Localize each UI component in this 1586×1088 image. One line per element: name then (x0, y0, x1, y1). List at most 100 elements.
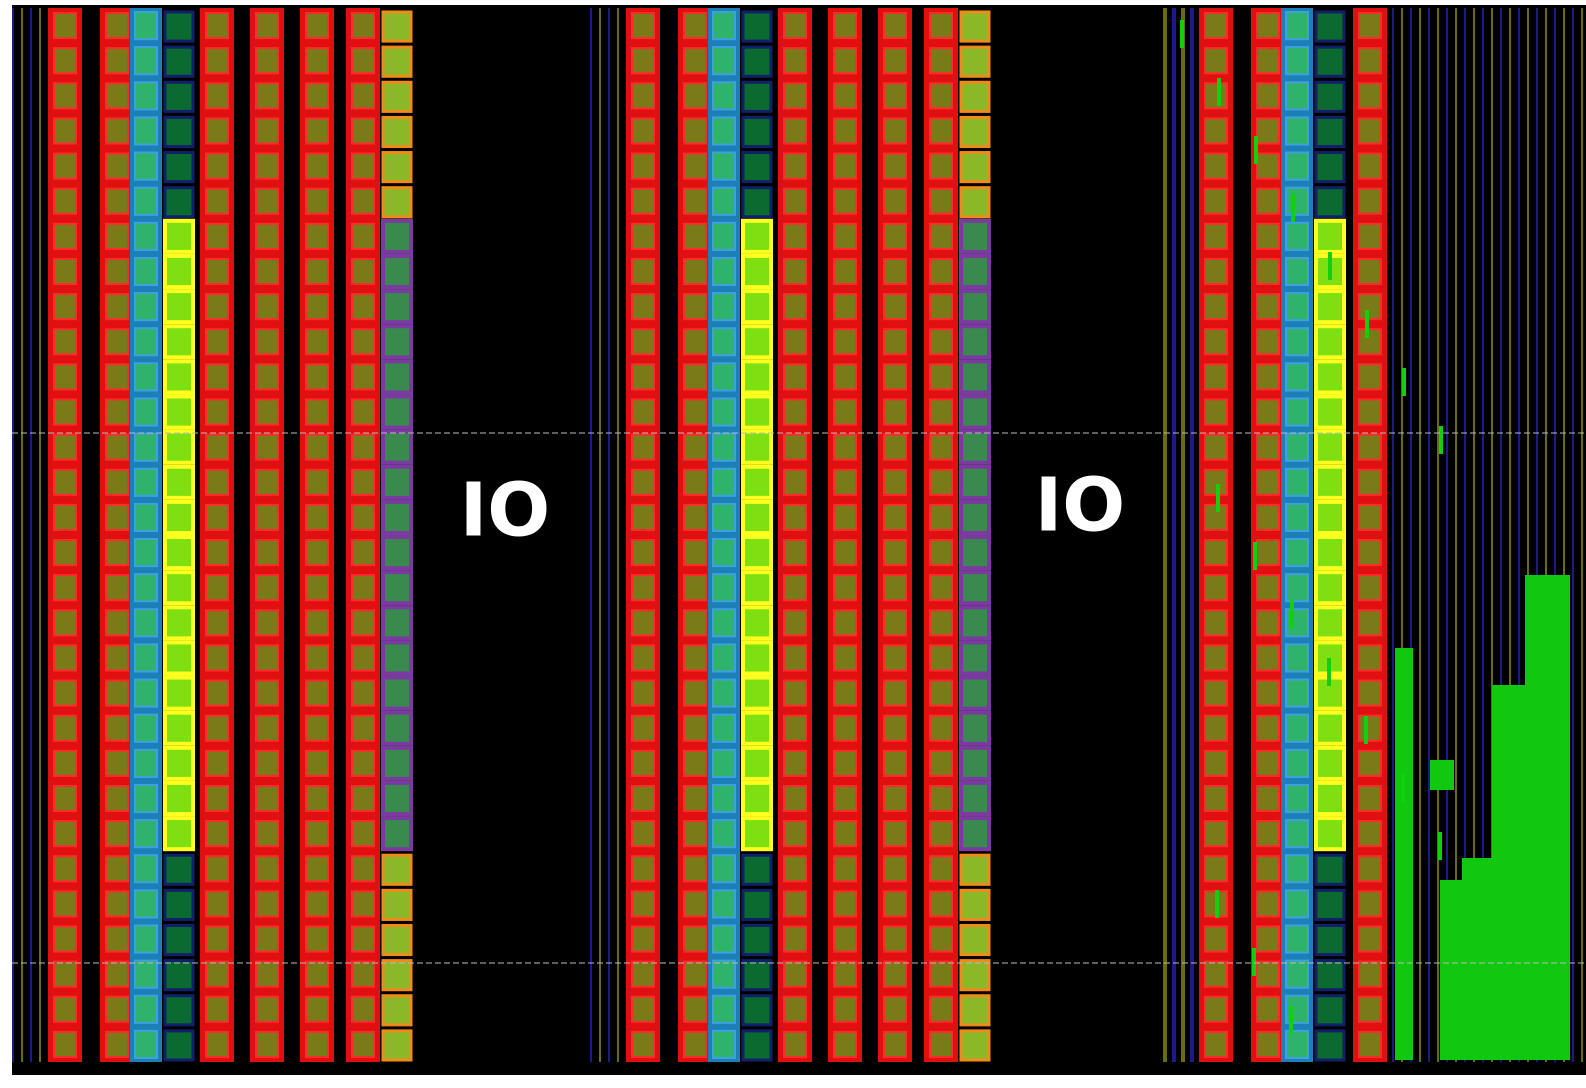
net-segment (1180, 20, 1184, 48)
used-logic (1462, 858, 1494, 1060)
clb-tile (105, 82, 129, 110)
clb-tile (683, 960, 707, 988)
clb-tile (53, 503, 77, 532)
clb-tile (255, 117, 279, 145)
dsp-tile (1314, 324, 1346, 360)
routing-column (1163, 8, 1165, 1062)
clb-tile (833, 714, 857, 742)
routing-column (1410, 8, 1412, 1062)
bram-tile (712, 327, 736, 357)
routing-column (1392, 8, 1394, 1062)
clb-tile (351, 152, 375, 180)
clb-tile (783, 1030, 807, 1059)
clb-tile (833, 855, 857, 883)
dsp-edge-tile (381, 1029, 413, 1062)
clb-tile (631, 855, 655, 883)
clb-tile (631, 820, 655, 848)
used-logic (1430, 760, 1454, 790)
dsp-edge-tile (381, 115, 413, 149)
clb-tile (883, 855, 907, 883)
dsp-tile (163, 570, 195, 606)
clb-tile (631, 539, 655, 567)
clb-tile (105, 890, 129, 918)
clb-tile (205, 574, 229, 602)
clb-tile (105, 187, 129, 215)
bram-tile (712, 889, 736, 919)
dsp-edge-tile (741, 994, 773, 1027)
clb-tile (683, 609, 707, 637)
clb-tile (53, 117, 77, 145)
bram-tile (1285, 256, 1309, 287)
clb-tile (351, 714, 375, 742)
clb-tile (631, 679, 655, 707)
clb-tile (833, 257, 857, 286)
clb-tile (833, 995, 857, 1023)
dsp-edge-tile (163, 853, 195, 886)
dsp-edge-tile (741, 959, 773, 992)
clb-tile (1256, 117, 1280, 145)
dsp-tile (381, 816, 413, 852)
dsp-tile (163, 289, 195, 325)
dsp-tile (741, 324, 773, 360)
clb-tile (683, 12, 707, 40)
clb-tile (53, 574, 77, 602)
clb-tile (783, 433, 807, 461)
routing-column (30, 8, 32, 1062)
dsp-edge-tile (959, 853, 991, 886)
clb-tile (205, 960, 229, 988)
clb-tile (1256, 679, 1280, 707)
clb-tile (53, 644, 77, 672)
bram-tile (134, 116, 158, 146)
dsp-tile (1314, 675, 1346, 711)
clb-tile (683, 503, 707, 532)
clb-tile (305, 82, 329, 110)
bram-tile (712, 186, 736, 216)
clb-tile (53, 1030, 77, 1059)
clb-tile (783, 468, 807, 496)
clb-tile (205, 117, 229, 145)
clb-tile (1358, 960, 1382, 988)
clb-tile (631, 363, 655, 391)
bram-tile (1285, 1029, 1309, 1060)
clb-tile (105, 12, 129, 40)
routing-column (1509, 8, 1511, 1062)
clb-tile (351, 539, 375, 567)
dsp-edge-tile (381, 994, 413, 1027)
clb-tile (683, 890, 707, 918)
bram-tile (712, 292, 736, 322)
clb-tile (351, 328, 375, 356)
clb-tile (205, 644, 229, 672)
clb-tile (351, 1030, 375, 1059)
clb-tile (53, 82, 77, 110)
bram-tile (712, 81, 736, 111)
clb-tile (833, 328, 857, 356)
clb-tile (929, 328, 953, 356)
clb-tile (883, 1030, 907, 1059)
clb-tile (631, 714, 655, 742)
clb-tile (929, 995, 953, 1023)
clb-tile (833, 890, 857, 918)
clb-tile (105, 609, 129, 637)
dsp-tile (381, 394, 413, 430)
clb-tile (1204, 363, 1228, 391)
clb-tile (883, 152, 907, 180)
clb-tile (833, 574, 857, 602)
used-logic (1492, 685, 1527, 1060)
bram-tile (134, 889, 158, 919)
clb-tile (683, 784, 707, 813)
clb-tile (833, 47, 857, 75)
clb-tile (305, 749, 329, 777)
clb-tile (929, 925, 953, 953)
clb-tile (1358, 47, 1382, 75)
clb-tile (305, 187, 329, 215)
clb-tile (53, 47, 77, 75)
dsp-edge-tile (959, 959, 991, 992)
dsp-tile (381, 499, 413, 536)
bram-tile (1285, 81, 1309, 111)
dsp-edge-tile (741, 853, 773, 886)
clb-tile (631, 117, 655, 145)
dsp-tile (959, 429, 991, 465)
clb-tile (883, 257, 907, 286)
bram-tile (134, 151, 158, 181)
clb-tile (105, 960, 129, 988)
